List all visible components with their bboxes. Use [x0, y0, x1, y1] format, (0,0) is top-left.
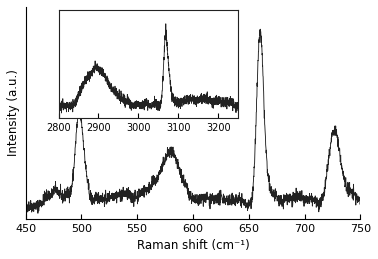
Y-axis label: Intensity (a.u.): Intensity (a.u.): [7, 69, 20, 156]
X-axis label: Raman shift (cm⁻¹): Raman shift (cm⁻¹): [136, 239, 249, 252]
